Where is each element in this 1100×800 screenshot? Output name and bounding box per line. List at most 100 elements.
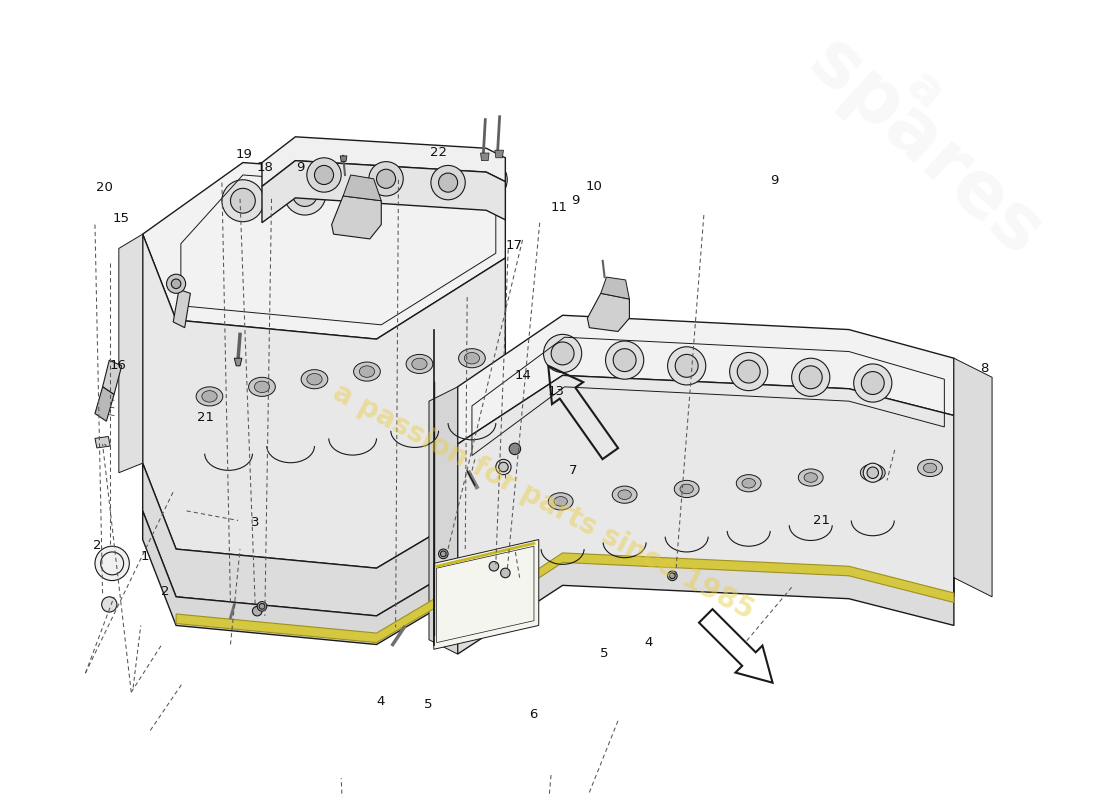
Circle shape [498, 462, 508, 472]
Circle shape [729, 353, 768, 390]
Text: 2: 2 [162, 585, 169, 598]
Circle shape [408, 162, 450, 205]
Polygon shape [119, 234, 143, 473]
Circle shape [792, 358, 829, 396]
Text: 11: 11 [551, 202, 568, 214]
Polygon shape [173, 290, 190, 328]
Polygon shape [343, 175, 382, 201]
Circle shape [613, 349, 636, 371]
Ellipse shape [548, 493, 573, 510]
Polygon shape [95, 437, 110, 448]
Text: 22: 22 [430, 146, 447, 158]
Circle shape [439, 549, 448, 558]
Circle shape [551, 342, 574, 365]
Circle shape [670, 573, 675, 578]
Polygon shape [587, 294, 629, 331]
Ellipse shape [674, 480, 700, 498]
Ellipse shape [917, 459, 943, 477]
Ellipse shape [301, 370, 328, 389]
Ellipse shape [249, 378, 275, 396]
Circle shape [490, 562, 498, 571]
Ellipse shape [254, 381, 270, 393]
Ellipse shape [411, 358, 427, 370]
Circle shape [675, 354, 698, 378]
Polygon shape [262, 161, 505, 222]
Circle shape [737, 360, 760, 383]
Circle shape [864, 463, 882, 482]
Polygon shape [234, 358, 242, 366]
Circle shape [500, 568, 510, 578]
Text: 10: 10 [585, 180, 603, 193]
Text: 21: 21 [197, 410, 215, 423]
Polygon shape [458, 315, 954, 444]
Text: 14: 14 [514, 370, 531, 382]
Circle shape [867, 467, 879, 478]
Ellipse shape [353, 362, 381, 381]
Polygon shape [458, 557, 954, 654]
Text: 19: 19 [235, 148, 253, 161]
Text: 3: 3 [251, 516, 260, 529]
Ellipse shape [202, 390, 217, 402]
Ellipse shape [860, 464, 886, 482]
Ellipse shape [799, 469, 823, 486]
Circle shape [222, 180, 264, 222]
Circle shape [172, 279, 180, 289]
Polygon shape [143, 511, 505, 645]
Text: 16: 16 [110, 359, 126, 372]
Text: 5: 5 [424, 698, 432, 710]
Polygon shape [176, 557, 505, 642]
Polygon shape [331, 196, 382, 239]
Text: 17: 17 [506, 239, 522, 253]
Text: 9: 9 [770, 174, 779, 187]
Circle shape [166, 274, 186, 294]
Circle shape [376, 170, 396, 188]
Ellipse shape [554, 497, 568, 506]
Circle shape [307, 158, 341, 192]
Circle shape [231, 188, 255, 213]
Text: 5: 5 [601, 647, 608, 660]
Circle shape [861, 371, 884, 394]
Circle shape [800, 366, 822, 389]
Circle shape [465, 158, 507, 201]
Ellipse shape [742, 478, 756, 488]
Circle shape [95, 546, 130, 581]
Text: 4: 4 [645, 637, 652, 650]
Circle shape [668, 571, 678, 581]
Circle shape [417, 171, 441, 196]
Polygon shape [458, 375, 954, 626]
Text: a passion for parts since 1985: a passion for parts since 1985 [328, 378, 759, 625]
Polygon shape [954, 358, 992, 597]
Circle shape [346, 167, 388, 210]
Text: 13: 13 [548, 385, 564, 398]
Text: 8: 8 [980, 362, 989, 374]
Circle shape [368, 162, 404, 196]
Circle shape [284, 173, 326, 215]
Ellipse shape [459, 349, 485, 368]
Ellipse shape [406, 354, 432, 374]
Circle shape [431, 166, 465, 200]
Circle shape [474, 167, 498, 192]
Polygon shape [143, 162, 505, 339]
Polygon shape [143, 234, 505, 568]
Ellipse shape [866, 468, 880, 478]
Circle shape [668, 346, 706, 385]
Text: 9: 9 [571, 194, 580, 206]
Text: 15: 15 [113, 212, 130, 225]
Polygon shape [601, 277, 629, 299]
Circle shape [440, 551, 447, 557]
Ellipse shape [923, 463, 937, 473]
Circle shape [101, 597, 117, 612]
Ellipse shape [613, 486, 637, 503]
Polygon shape [458, 553, 954, 631]
Polygon shape [433, 539, 539, 650]
Polygon shape [495, 150, 504, 158]
Polygon shape [481, 153, 490, 161]
Ellipse shape [736, 474, 761, 492]
Circle shape [315, 166, 333, 185]
Ellipse shape [618, 490, 631, 499]
Circle shape [509, 443, 520, 454]
Ellipse shape [464, 353, 480, 364]
Polygon shape [95, 387, 114, 422]
Polygon shape [102, 360, 122, 394]
Text: 2: 2 [94, 538, 101, 552]
